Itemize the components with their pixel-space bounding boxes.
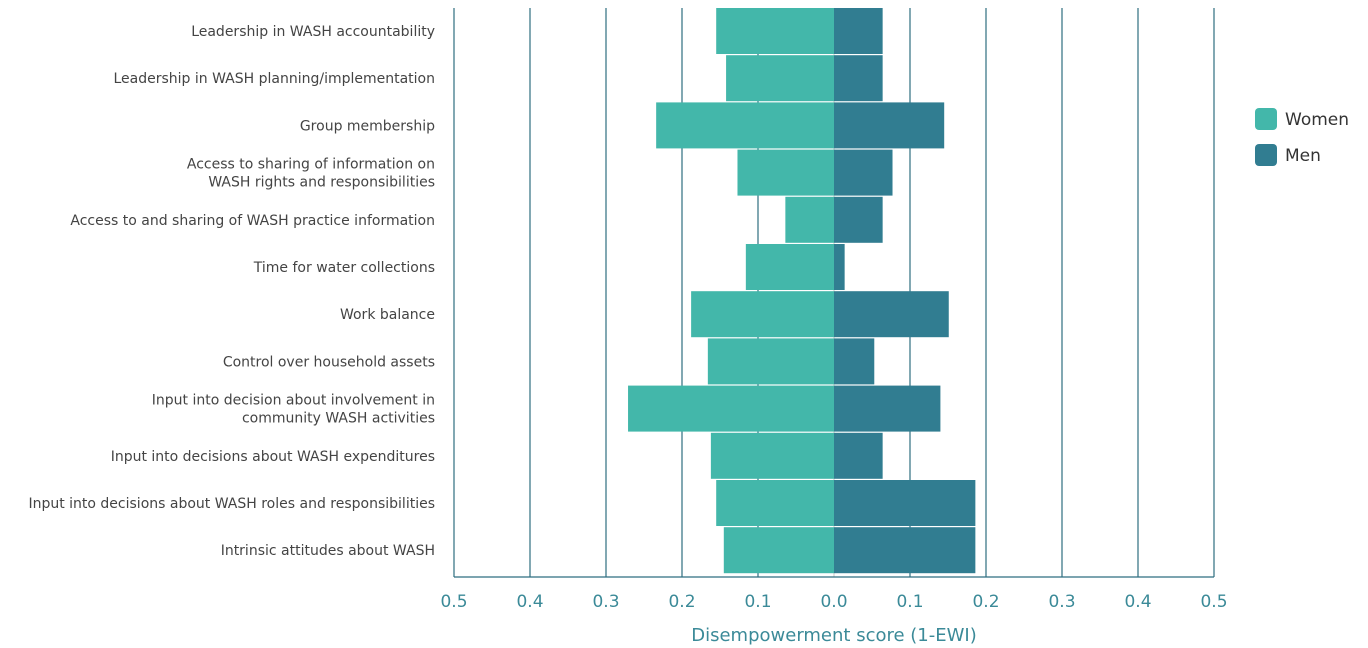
category-label: Input into decisions about WASH roles an… bbox=[28, 496, 435, 512]
bar-women bbox=[785, 196, 834, 243]
bar-men bbox=[834, 149, 893, 196]
legend-label-women: Women bbox=[1285, 110, 1349, 130]
bar-women bbox=[710, 432, 834, 479]
x-tick-label: 0.2 bbox=[668, 592, 695, 612]
category-label: Group membership bbox=[300, 118, 435, 134]
bar-women bbox=[723, 527, 834, 574]
x-axis-title: Disempowerment score (1-EWI) bbox=[691, 625, 977, 646]
bar-men bbox=[834, 244, 845, 290]
bar-women bbox=[726, 55, 834, 102]
x-tick-label: 0.4 bbox=[1124, 592, 1151, 612]
bar-men bbox=[834, 102, 945, 149]
category-label: Intrinsic attitudes about WASH bbox=[221, 543, 435, 559]
bar-men bbox=[834, 291, 949, 338]
bar-men bbox=[834, 196, 883, 243]
legend: Women Men bbox=[1255, 108, 1349, 166]
x-tick-label: 0.1 bbox=[896, 592, 923, 612]
bars bbox=[628, 8, 976, 574]
x-tick-label: 0.1 bbox=[744, 592, 771, 612]
category-label: Access to and sharing of WASH practice i… bbox=[70, 213, 435, 229]
x-tick-label: 0.5 bbox=[440, 592, 467, 612]
category-label: Input into decisions about WASH expendit… bbox=[111, 449, 435, 465]
bar-men bbox=[834, 480, 976, 526]
bar-men bbox=[834, 527, 976, 574]
bar-women bbox=[716, 480, 834, 526]
bar-men bbox=[834, 338, 875, 385]
bar-women bbox=[745, 244, 834, 290]
legend-label-men: Men bbox=[1285, 146, 1321, 166]
bar-men bbox=[834, 432, 883, 479]
category-label: Work balance bbox=[340, 307, 435, 323]
x-tick-labels: 0.5 0.4 0.3 0.2 0.1 0.0 0.1 0.2 0.3 0.4 0.5 bbox=[440, 592, 1227, 612]
category-label: Time for water collections bbox=[253, 260, 435, 276]
x-tick-label: 0.3 bbox=[1048, 592, 1075, 612]
category-label: Leadership in WASH planning/implementati… bbox=[113, 71, 435, 87]
category-labels: Leadership in WASH accountability Leaders… bbox=[28, 24, 435, 559]
x-tick-label: 0.0 bbox=[820, 592, 847, 612]
legend-swatch-women bbox=[1255, 108, 1277, 130]
bar-men bbox=[834, 8, 883, 54]
bar-women bbox=[656, 102, 834, 149]
bar-men bbox=[834, 55, 883, 102]
x-tick-label: 0.2 bbox=[972, 592, 999, 612]
x-tick-label: 0.3 bbox=[592, 592, 619, 612]
category-label: Control over household assets bbox=[223, 354, 435, 370]
bar-women bbox=[716, 8, 834, 54]
x-tick-label: 0.4 bbox=[516, 592, 543, 612]
x-tick-label: 0.5 bbox=[1200, 592, 1227, 612]
category-label: Input into decision about involvement in… bbox=[152, 393, 435, 427]
category-label: Leadership in WASH accountability bbox=[191, 24, 435, 40]
bar-women bbox=[628, 385, 834, 432]
bar-women bbox=[691, 291, 834, 338]
category-label: Access to sharing of information on WASH … bbox=[187, 157, 435, 191]
bar-men bbox=[834, 385, 941, 432]
bar-women bbox=[737, 149, 834, 196]
bar-women bbox=[707, 338, 834, 385]
legend-swatch-men bbox=[1255, 144, 1277, 166]
